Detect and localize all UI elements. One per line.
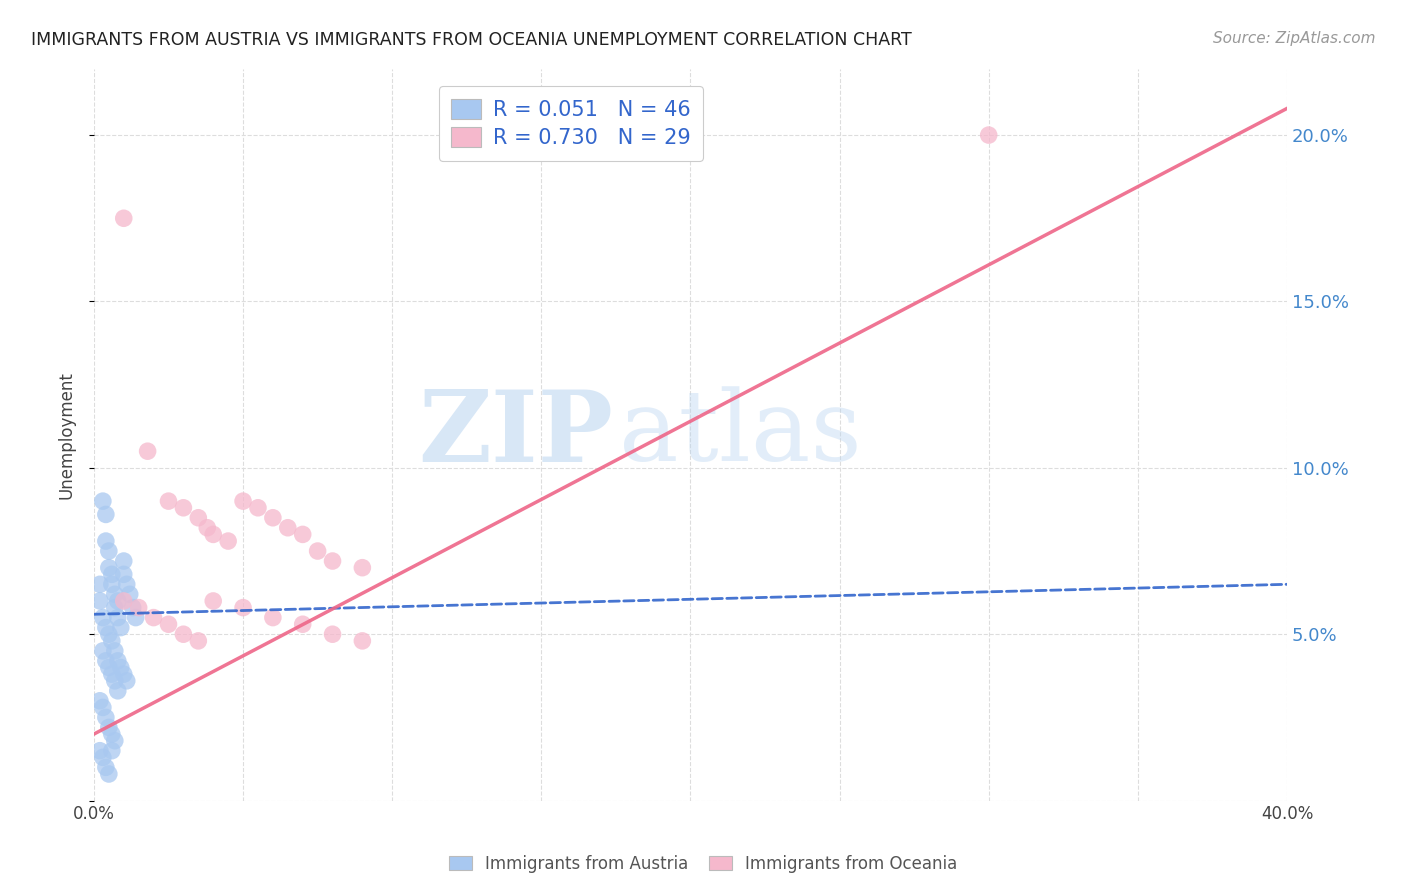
Point (202, 527, 225, 541)
Point (94, 621, 117, 635)
Y-axis label: Unemployment: Unemployment (58, 371, 75, 499)
Point (307, 544, 329, 558)
Point (217, 534, 239, 549)
Point (91, 700, 114, 714)
Point (104, 600, 127, 615)
Point (107, 654, 129, 668)
Point (94, 654, 117, 668)
Point (94, 508, 117, 522)
Point (142, 610, 165, 624)
Point (110, 621, 132, 635)
Point (291, 527, 314, 541)
Point (112, 554, 135, 568)
Point (101, 633, 124, 648)
Point (107, 683, 129, 698)
Point (104, 587, 127, 601)
Point (97, 627, 120, 641)
Point (112, 667, 135, 681)
Point (97, 560, 120, 574)
Legend: Immigrants from Austria, Immigrants from Oceania: Immigrants from Austria, Immigrants from… (441, 848, 965, 880)
Point (97, 544, 120, 558)
Point (136, 444, 159, 458)
Point (104, 673, 127, 688)
Text: Source: ZipAtlas.com: Source: ZipAtlas.com (1212, 31, 1375, 46)
Text: atlas: atlas (619, 386, 862, 483)
Point (91, 494, 114, 508)
Point (101, 577, 124, 591)
Point (94, 534, 117, 549)
Point (91, 750, 114, 764)
Point (112, 567, 135, 582)
Point (195, 521, 218, 535)
Point (202, 594, 225, 608)
Point (107, 594, 129, 608)
Point (89, 744, 111, 758)
Point (115, 577, 138, 591)
Point (232, 494, 254, 508)
Text: ZIP: ZIP (418, 386, 613, 483)
Point (352, 633, 374, 648)
Point (262, 510, 284, 524)
Point (322, 627, 344, 641)
Point (104, 644, 127, 658)
Point (172, 627, 194, 641)
Text: IMMIGRANTS FROM AUSTRIA VS IMMIGRANTS FROM OCEANIA UNEMPLOYMENT CORRELATION CHAR: IMMIGRANTS FROM AUSTRIA VS IMMIGRANTS FR… (31, 31, 911, 49)
Point (104, 733, 127, 747)
Point (110, 660, 132, 674)
Point (291, 617, 314, 632)
Point (115, 673, 138, 688)
Point (118, 587, 141, 601)
Point (157, 494, 180, 508)
Point (101, 727, 124, 741)
Point (322, 554, 344, 568)
Point (112, 211, 135, 226)
Point (89, 594, 111, 608)
Point (94, 760, 117, 774)
Point (112, 594, 135, 608)
Point (977, 128, 1000, 142)
Point (172, 500, 194, 515)
Point (101, 567, 124, 582)
Point (97, 720, 120, 734)
Legend: R = 0.051   N = 46, R = 0.730   N = 29: R = 0.051 N = 46, R = 0.730 N = 29 (439, 87, 703, 161)
Point (352, 560, 374, 574)
Point (187, 633, 209, 648)
Point (101, 667, 124, 681)
Point (91, 610, 114, 624)
Point (107, 610, 129, 624)
Point (246, 500, 269, 515)
Point (94, 710, 117, 724)
Point (125, 610, 148, 624)
Point (91, 644, 114, 658)
Point (97, 660, 120, 674)
Point (97, 767, 120, 781)
Point (232, 600, 254, 615)
Point (121, 600, 143, 615)
Point (262, 610, 284, 624)
Point (277, 521, 299, 535)
Point (157, 617, 180, 632)
Point (89, 577, 111, 591)
Point (128, 600, 150, 615)
Point (187, 510, 209, 524)
Point (89, 694, 111, 708)
Point (101, 744, 124, 758)
